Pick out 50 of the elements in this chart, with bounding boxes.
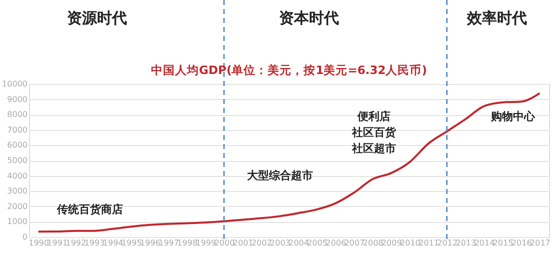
text: 效率时代 xyxy=(466,9,527,27)
y-tick-label: 9000 xyxy=(7,94,28,104)
y-tick-label: 0 xyxy=(22,232,28,242)
x-tick-label: 2002 xyxy=(251,238,272,248)
x-tick-label: 1998 xyxy=(177,238,198,248)
y-tick-label: 10000 xyxy=(2,80,28,88)
y-tick-label: 7000 xyxy=(7,125,28,134)
chart-title: 中国人均GDP(单位：美元，按1美元=6.32人民币) xyxy=(151,63,427,77)
x-tick-label: 2011 xyxy=(418,238,439,248)
x-tick-label: 2010 xyxy=(400,238,420,248)
y-tick-label: 5000 xyxy=(7,156,28,165)
x-tick-label: 2004 xyxy=(288,238,309,248)
x-tick-label: 2003 xyxy=(270,238,290,248)
x-tick-label: 2013 xyxy=(456,238,476,248)
x-tick-label: 1997 xyxy=(158,238,179,248)
annotation: 传统百货商店 xyxy=(56,203,123,216)
x-tick-label: 1994 xyxy=(102,238,124,248)
x-tick-label: 1992 xyxy=(66,238,86,248)
x-tick-label: 2016 xyxy=(511,238,532,248)
x-tick-label: 2007 xyxy=(344,238,365,248)
x-tick-label: 2006 xyxy=(326,238,346,248)
x-tick-label: 1996 xyxy=(140,238,160,248)
annotation: 购物中心 xyxy=(490,110,536,123)
annotation: 社区超市 xyxy=(351,142,396,155)
text: 资本时代 xyxy=(279,9,339,27)
annotation: 便利店 xyxy=(356,110,390,123)
x-tick-label: 2001 xyxy=(232,238,254,248)
y-tick-label: 3000 xyxy=(7,186,28,196)
y-tick-label: 6000 xyxy=(7,140,28,150)
annotation: 大型综合超市 xyxy=(247,169,313,182)
x-tick-label: 1991 xyxy=(47,238,68,248)
annotation: 社区百货 xyxy=(351,126,397,139)
y-tick-label: 2000 xyxy=(7,202,28,211)
y-tick-label: 4000 xyxy=(7,171,28,180)
x-tick-label: 2000 xyxy=(214,238,235,248)
x-tick-label: 2017 xyxy=(530,238,550,248)
x-tick-label: 2012 xyxy=(437,238,458,248)
x-tick-label: 1993 xyxy=(84,238,105,248)
x-tick-label: 2009 xyxy=(381,238,402,248)
x-tick-label: 2014 xyxy=(474,238,495,248)
x-tick-label: 1999 xyxy=(196,238,216,248)
x-tick-label: 1995 xyxy=(121,238,142,248)
x-tick-label: 2005 xyxy=(307,238,328,248)
x-tick-label: 2008 xyxy=(362,238,384,248)
line-series xyxy=(37,92,541,233)
x-tick-label: 1990 xyxy=(28,238,49,248)
x-tick-label: 2015 xyxy=(492,238,514,248)
text: 资源时代 xyxy=(67,9,127,27)
y-tick-label: 1000 xyxy=(7,217,28,226)
y-tick-label: 8000 xyxy=(7,110,28,120)
